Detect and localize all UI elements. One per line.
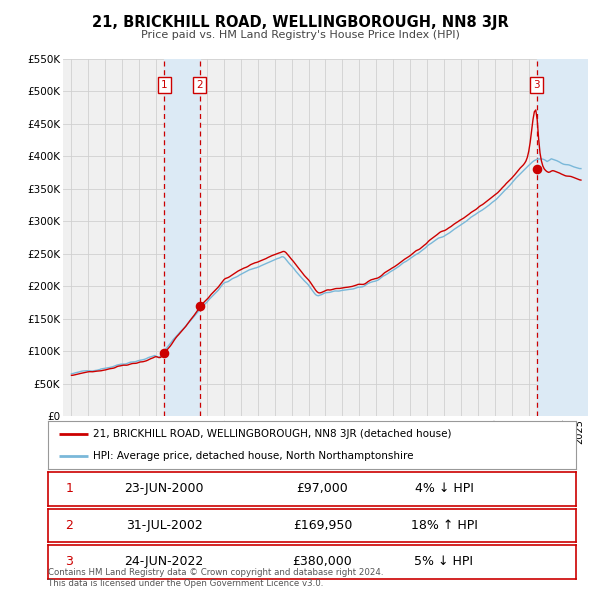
Bar bbox=[537, 59, 588, 416]
Point bbox=[195, 301, 205, 310]
Point bbox=[532, 165, 542, 174]
Text: 24-JUN-2022: 24-JUN-2022 bbox=[125, 555, 204, 569]
Text: This data is licensed under the Open Government Licence v3.0.: This data is licensed under the Open Gov… bbox=[48, 579, 323, 588]
Text: 21, BRICKHILL ROAD, WELLINGBOROUGH, NN8 3JR: 21, BRICKHILL ROAD, WELLINGBOROUGH, NN8 … bbox=[92, 15, 508, 30]
Text: 2: 2 bbox=[197, 80, 203, 90]
Text: 3: 3 bbox=[65, 555, 73, 569]
Text: 23-JUN-2000: 23-JUN-2000 bbox=[124, 482, 204, 496]
Point bbox=[160, 348, 169, 358]
Text: 1: 1 bbox=[161, 80, 167, 90]
Text: 5% ↓ HPI: 5% ↓ HPI bbox=[415, 555, 473, 569]
Bar bbox=[164, 59, 200, 416]
Text: Price paid vs. HM Land Registry's House Price Index (HPI): Price paid vs. HM Land Registry's House … bbox=[140, 30, 460, 40]
Text: 1: 1 bbox=[65, 482, 73, 496]
Text: 18% ↑ HPI: 18% ↑ HPI bbox=[410, 519, 478, 532]
Text: Contains HM Land Registry data © Crown copyright and database right 2024.: Contains HM Land Registry data © Crown c… bbox=[48, 568, 383, 577]
Text: HPI: Average price, detached house, North Northamptonshire: HPI: Average price, detached house, Nort… bbox=[93, 451, 413, 461]
Text: 21, BRICKHILL ROAD, WELLINGBOROUGH, NN8 3JR (detached house): 21, BRICKHILL ROAD, WELLINGBOROUGH, NN8 … bbox=[93, 429, 451, 439]
Text: 4% ↓ HPI: 4% ↓ HPI bbox=[415, 482, 473, 496]
Text: £380,000: £380,000 bbox=[293, 555, 352, 569]
Text: 31-JUL-2002: 31-JUL-2002 bbox=[126, 519, 203, 532]
Text: 2: 2 bbox=[65, 519, 73, 532]
Text: £97,000: £97,000 bbox=[296, 482, 349, 496]
Text: 3: 3 bbox=[533, 80, 540, 90]
Text: £169,950: £169,950 bbox=[293, 519, 352, 532]
